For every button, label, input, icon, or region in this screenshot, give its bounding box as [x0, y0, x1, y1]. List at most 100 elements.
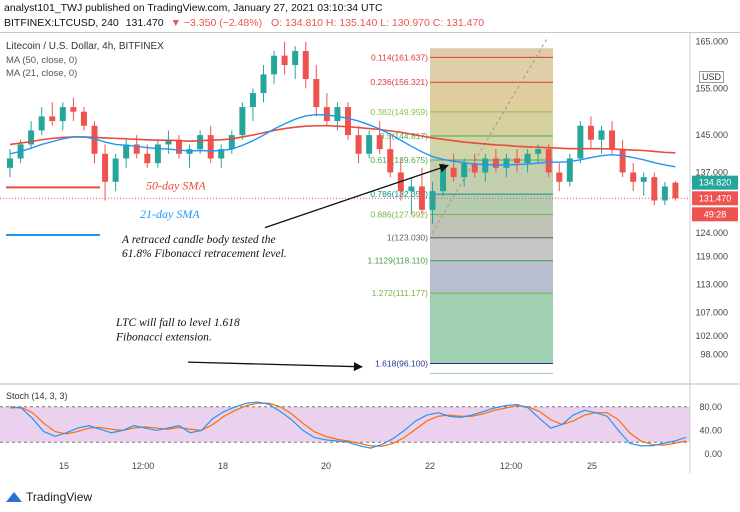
candle-body: [323, 107, 330, 122]
candle-body: [38, 116, 45, 131]
candle-body: [313, 79, 320, 108]
candle-body: [587, 125, 594, 140]
candle-body: [461, 163, 468, 178]
candle-body: [271, 55, 278, 75]
fib-zone: [430, 111, 553, 136]
close-price-tag-bg: [692, 191, 738, 206]
fib-level-label: 1.618(96.100): [375, 359, 428, 369]
candle-body: [112, 158, 119, 182]
price-change: ▼ −3.350 (−2.48%): [170, 17, 263, 29]
price-tick-label: 119.000: [696, 252, 728, 262]
fib-zone: [430, 194, 553, 215]
candle-body: [49, 116, 56, 122]
fib-zone: [430, 260, 553, 294]
candle-body: [482, 158, 489, 173]
price-tick-label: 98.000: [700, 350, 728, 360]
candle-body: [80, 111, 87, 126]
candle-body: [197, 135, 204, 150]
stoch-band: [0, 406, 690, 443]
candle-body: [619, 149, 626, 173]
note-ext-2: Fibonacci extension.: [115, 332, 212, 344]
candle-body: [355, 135, 362, 154]
candle-body: [450, 167, 457, 178]
stoch-tick-label: 0.00: [704, 449, 722, 459]
fib-zone: [430, 48, 553, 58]
candle-body: [418, 186, 425, 210]
price-chart[interactable]: 0.114(161.637) 0.236(156.321) 0.382(149.95…: [0, 33, 740, 473]
fib-level-label: 0.886(127.992): [370, 210, 428, 220]
candle-timer-tag-bg: [692, 207, 738, 222]
time-tick-label: 15: [59, 461, 69, 471]
candle-body: [176, 139, 182, 154]
candle-body: [302, 51, 309, 80]
candle-body: [154, 144, 161, 164]
arrow-to-fib-618: [264, 163, 449, 229]
fib-zone: [430, 82, 553, 112]
candle-body: [133, 144, 140, 154]
fib-zone: [430, 159, 553, 195]
fib-zone: [430, 57, 553, 83]
sma21-annotation: 21-day SMA: [140, 207, 200, 221]
candle-body: [260, 74, 267, 94]
price-tick-label: 124.000: [695, 228, 728, 238]
fib-zone: [430, 237, 553, 261]
candle-body: [91, 125, 98, 154]
legend-ma50: MA (50, close, 0): [6, 55, 77, 66]
tradingview-footer[interactable]: TradingView: [6, 490, 92, 504]
candle-body: [598, 130, 605, 140]
price-tick-label: 113.000: [696, 280, 728, 290]
ma50-line: [9, 124, 676, 154]
stoch-title: Stoch (14, 3, 3): [6, 391, 68, 401]
time-tick-label: 18: [218, 461, 228, 471]
fib-level-label: 0.236(156.321): [370, 77, 428, 87]
candle-body: [492, 158, 499, 168]
candle-body: [102, 153, 109, 182]
stoch-tick-label: 80.00: [699, 402, 722, 412]
candle-body: [70, 107, 77, 112]
currency-badge[interactable]: USD: [699, 71, 725, 83]
candle-body: [366, 135, 373, 154]
price-tick-label: 145.000: [695, 130, 728, 140]
candle-body: [503, 158, 510, 168]
price-tick-label: 155.000: [695, 83, 728, 93]
candle-body: [630, 172, 637, 182]
fib-level-label: 0.5(144.817): [380, 131, 428, 141]
candle-body: [281, 55, 288, 66]
candle-body: [123, 144, 130, 159]
candle-body: [524, 153, 531, 164]
candle-body: [292, 51, 299, 66]
chart-frame[interactable]: 0.114(161.637) 0.236(156.321) 0.382(149.95…: [0, 32, 740, 473]
candle-body: [345, 107, 351, 136]
candle-body: [440, 167, 447, 192]
note-fib-test-1: A retraced candle body tested the: [121, 234, 276, 246]
price-pane-bg: [0, 33, 740, 380]
price-tick-label: 165.000: [695, 37, 728, 47]
symbol: BITFINEX:LTCUSD, 240: [4, 17, 119, 29]
fib-level-label: 1.272(111.177): [372, 288, 429, 298]
time-tick-label: 25: [587, 461, 597, 471]
candle-body: [651, 177, 658, 201]
candle-body: [249, 93, 256, 108]
candle-body: [334, 107, 341, 122]
note-fib-test-2: 61.8% Fibonacci retracement level.: [122, 248, 287, 260]
candle-body: [28, 130, 35, 145]
fib-level-label: 0.786(132.352): [370, 189, 428, 199]
current-price-tag: 134.820: [699, 178, 732, 188]
fib-level-label: 0.114(161.637): [371, 52, 428, 62]
ma21-line: [9, 113, 676, 168]
close-price-tag: 131.470: [699, 193, 732, 203]
ohlc-values: O: 134.810 H: 135.140 L: 130.970 C: 131.…: [271, 17, 485, 29]
fib-level-label: 0.618(139.675): [370, 155, 428, 165]
fib-level-label: 0.382(149.959): [370, 107, 428, 117]
candle-body: [556, 172, 563, 182]
sma50-annotation: 50-day SMA: [146, 179, 206, 193]
arrow-to-fib-1618: [187, 361, 363, 372]
footer-label: TradingView: [26, 490, 93, 504]
fib-trend-line: [431, 36, 549, 234]
fib-level-label: 1.1129(118.110): [368, 256, 429, 266]
candle-body: [566, 158, 573, 182]
price-tick-label: 102.000: [695, 331, 728, 341]
note-ext-1: LTC will fall to level 1.618: [115, 317, 240, 329]
candle-body: [535, 149, 542, 154]
time-tick-label: 22: [425, 461, 435, 471]
